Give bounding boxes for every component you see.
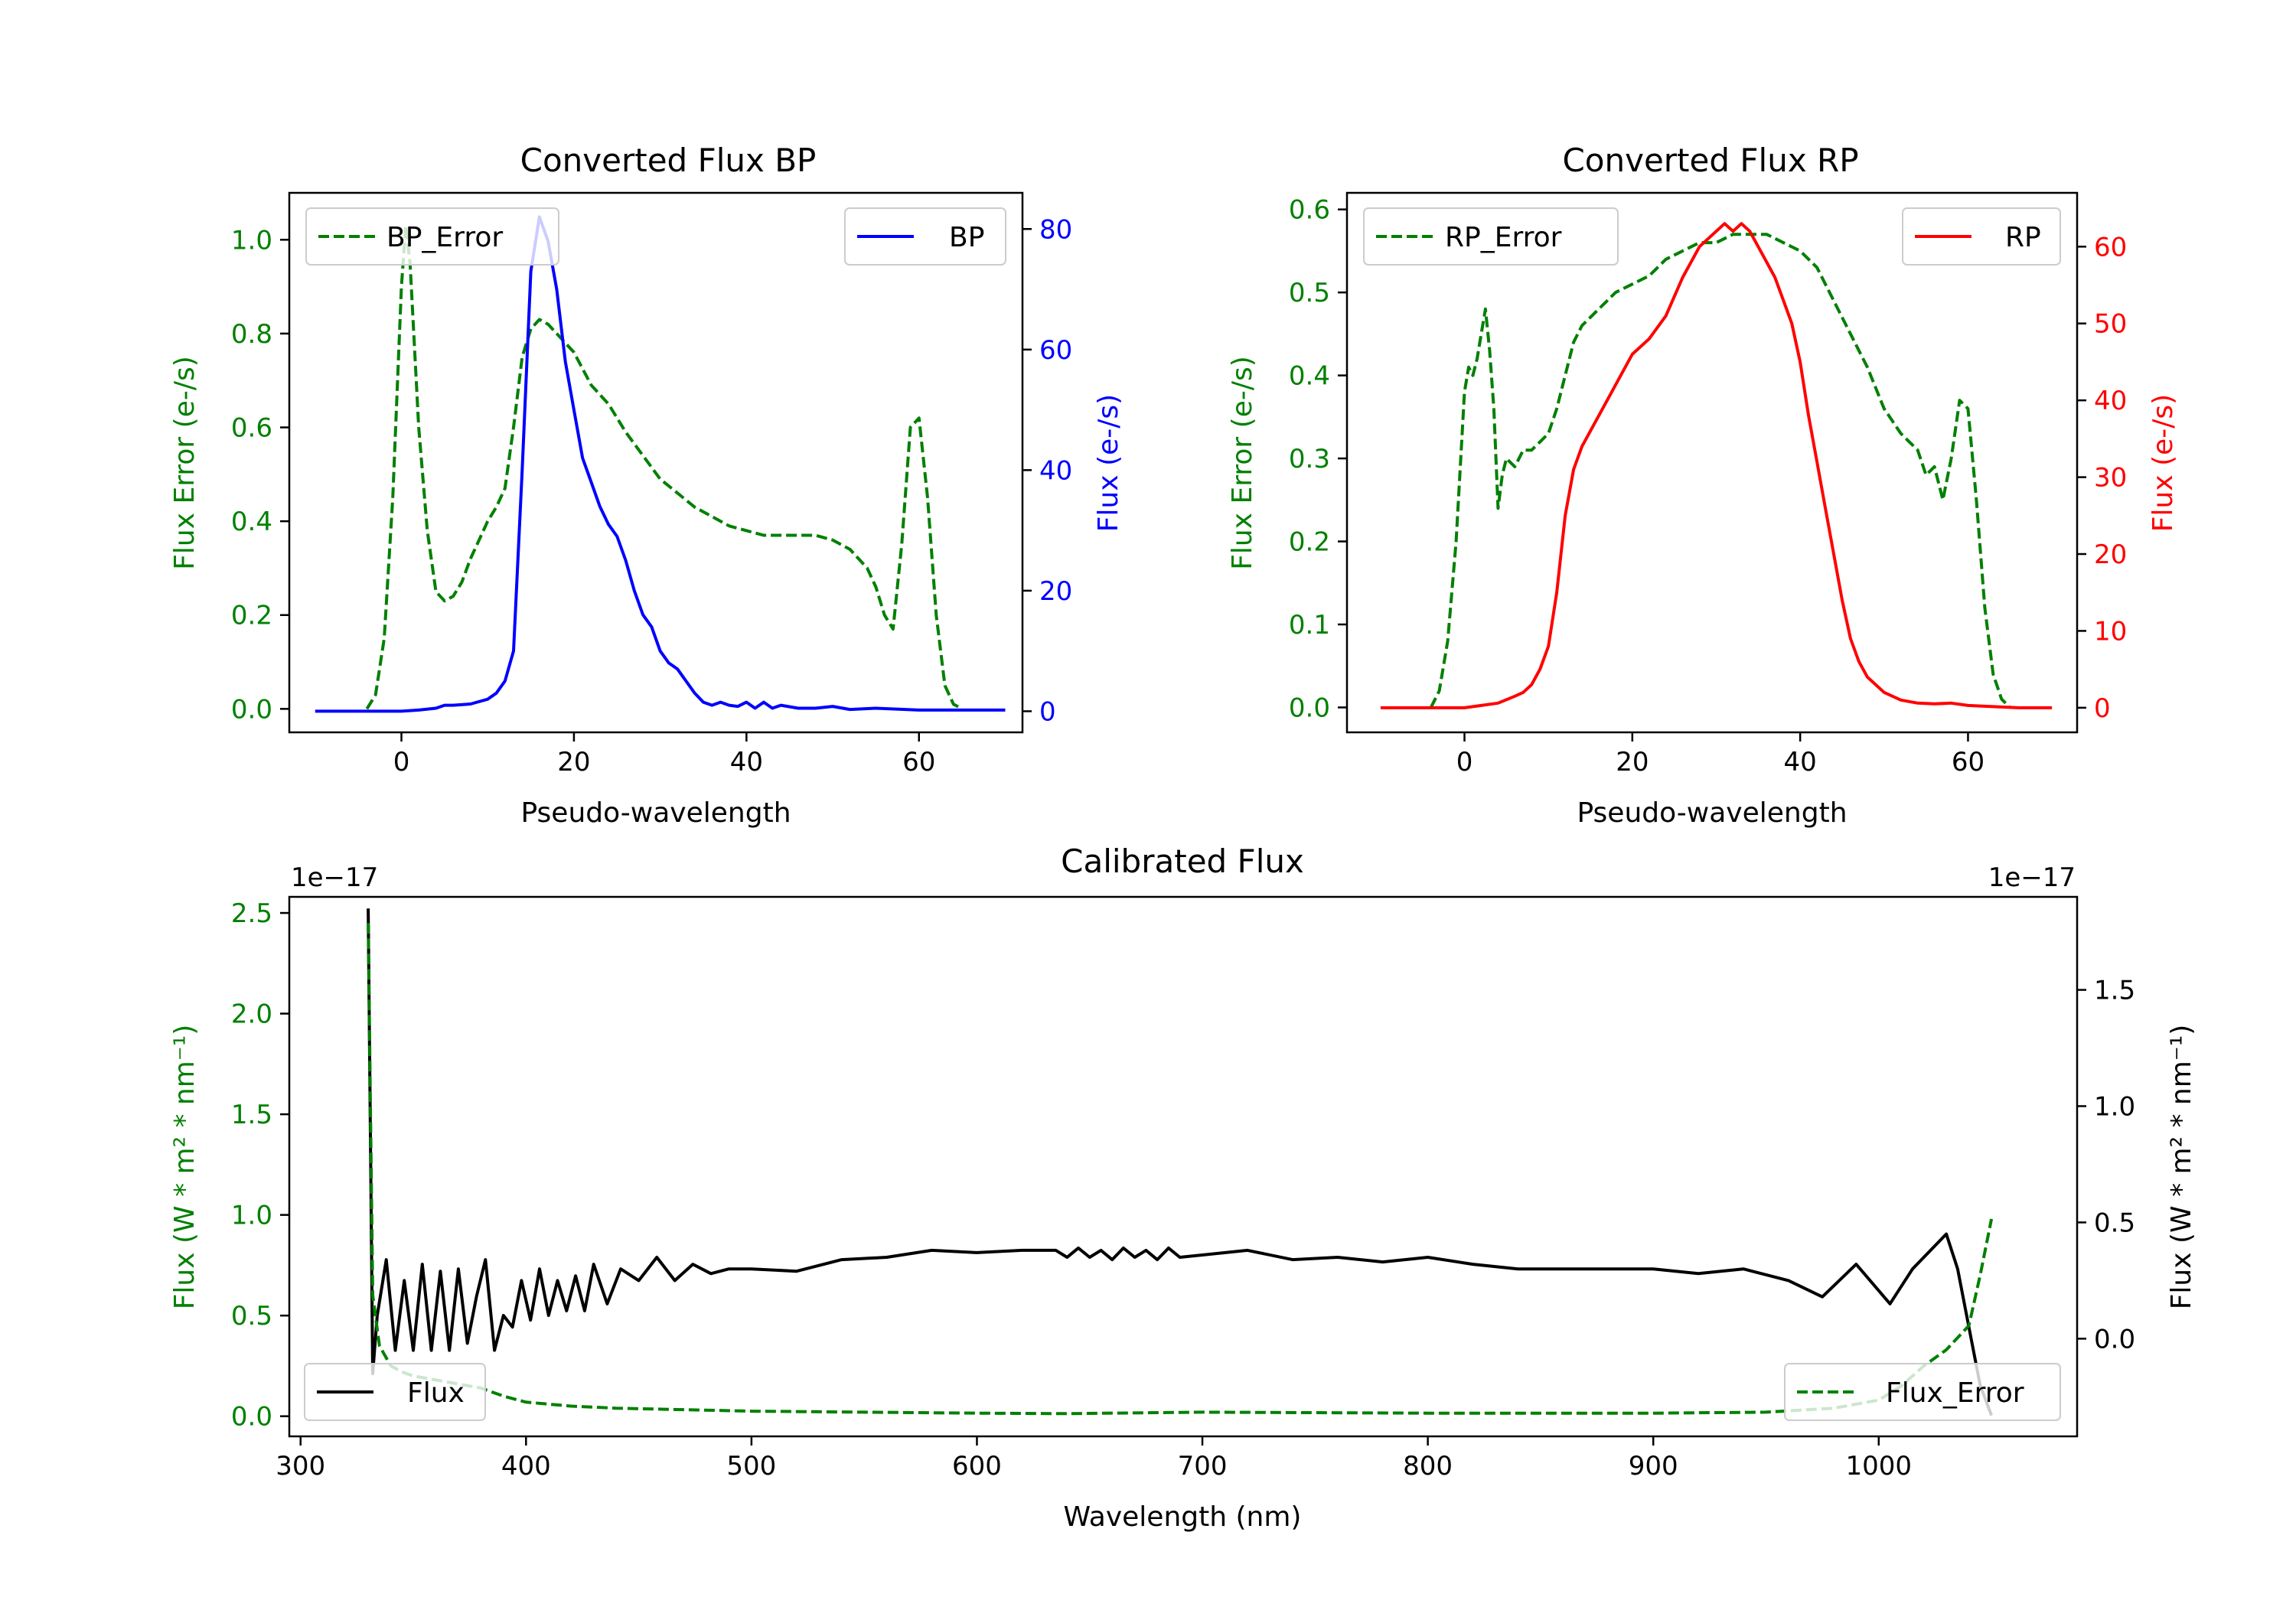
- y-tick-label-right: 80: [1039, 214, 1072, 245]
- x-tick-label: 500: [726, 1451, 776, 1482]
- series-line-rp: [1380, 222, 2053, 709]
- legend-bp: BP: [844, 207, 1006, 266]
- legend-bp-error: BP_Error: [305, 207, 559, 266]
- legend-rp: RP: [1902, 207, 2061, 266]
- y-tick-label-right: 20: [1039, 576, 1072, 607]
- y-axis-label-right: Flux (e-/s): [1093, 394, 1124, 532]
- y-tick-label-right: 50: [2094, 309, 2127, 340]
- series-line-flux: [367, 908, 1993, 1416]
- plot-frame: [1345, 191, 2079, 734]
- legend-label: RP_Error: [1445, 222, 1562, 253]
- plot-frame: [288, 895, 2079, 1438]
- chart-title: Converted Flux RP: [1562, 142, 1858, 179]
- y-tick-label-right: 1.0: [2094, 1091, 2135, 1122]
- x-tick-label: 0: [1456, 747, 1473, 777]
- x-tick-label: 20: [557, 747, 590, 777]
- y-tick-label-left: 0.0: [1289, 693, 1330, 723]
- chart-bp: Converted Flux BP 0 20 40 60 0.0 0.2 0.4 0.6 0.8…: [169, 142, 1124, 829]
- y-tick-label-right: 40: [2094, 386, 2127, 416]
- x-tick-label: 20: [1616, 747, 1649, 777]
- offset-text-right: 1e−17: [1988, 862, 2076, 893]
- legend-label: Flux_Error: [1886, 1377, 2024, 1409]
- x-axis-label: Pseudo-wavelength: [520, 797, 791, 829]
- chart-title: Converted Flux BP: [520, 142, 817, 179]
- legend-rp-error: RP_Error: [1363, 207, 1619, 266]
- y-tick-label-right: 10: [2094, 616, 2127, 647]
- x-tick-label: 300: [276, 1451, 325, 1482]
- x-tick-label: 60: [902, 747, 935, 777]
- y-tick-label-left: 0.4: [1289, 361, 1330, 392]
- series-line-flux-error: [367, 923, 1994, 1416]
- y-tick-label-left: 2.0: [231, 999, 272, 1030]
- y-tick-label-left: 0.5: [231, 1301, 272, 1332]
- x-tick-label: 700: [1178, 1451, 1228, 1482]
- x-tick-label: 600: [952, 1451, 1002, 1482]
- x-axis-label: Pseudo-wavelength: [1577, 797, 1847, 829]
- y-tick-label-right: 1.5: [2094, 976, 2135, 1006]
- y-tick-label-right: 0.5: [2094, 1208, 2135, 1238]
- y-tick-label-right: 40: [1039, 455, 1072, 486]
- y-axis-label-right: Flux (W * m² * nm⁻¹): [2166, 1025, 2197, 1310]
- y-tick-label-left: 1.0: [231, 1201, 272, 1231]
- y-tick-label-left: 2.5: [231, 898, 272, 929]
- y-tick-label-left: 0.6: [231, 413, 272, 444]
- series-line-bp: [315, 215, 1006, 713]
- y-tick-label-left: 0.2: [1289, 527, 1330, 558]
- legend-label: BP: [949, 222, 984, 253]
- plot-frame: [288, 191, 1024, 734]
- chart-rp: Converted Flux RP 0 20 40 60 0.0 0.1 0.2 0.3 0.4…: [1227, 142, 2179, 829]
- chart-calibrated: Calibrated Flux 1e−17 1e−17 300 400 500 600…: [169, 843, 2197, 1533]
- y-tick-label-left: 0.4: [231, 507, 272, 537]
- y-axis-label-left: Flux Error (e-/s): [169, 356, 201, 570]
- y-tick-label-left: 0.1: [1289, 610, 1330, 641]
- x-tick-label: 60: [1952, 747, 1985, 777]
- y-tick-label-right: 0: [1039, 696, 1056, 727]
- legend-label: Flux: [407, 1377, 465, 1409]
- x-tick-label: 900: [1629, 1451, 1678, 1482]
- y-axis-label-right: Flux (e-/s): [2148, 394, 2179, 532]
- chart-title: Calibrated Flux: [1061, 843, 1304, 880]
- y-tick-label-left: 0.8: [231, 319, 272, 350]
- series-line-rp-error: [1429, 233, 2011, 709]
- x-tick-label: 40: [730, 747, 763, 777]
- y-tick-label-left: 0.0: [231, 1402, 272, 1433]
- x-tick-label: 400: [501, 1451, 551, 1482]
- y-tick-label-left: 0.3: [1289, 444, 1330, 474]
- legend-flux-error: Flux_Error: [1784, 1363, 2061, 1421]
- y-tick-label-right: 20: [2094, 539, 2127, 570]
- y-tick-label-right: 0: [2094, 693, 2111, 724]
- series-line-bp-error: [365, 223, 964, 711]
- y-tick-label-left: 0.2: [231, 601, 272, 631]
- y-tick-label-left: 0.6: [1289, 195, 1330, 226]
- offset-text-left: 1e−17: [291, 862, 378, 893]
- legend-flux: Flux: [304, 1363, 486, 1421]
- y-tick-label-left: 0.0: [231, 694, 272, 725]
- y-tick-label-right: 60: [2094, 232, 2127, 262]
- x-tick-label: 40: [1784, 747, 1817, 777]
- y-tick-label-left: 1.0: [231, 225, 272, 256]
- x-tick-label: 1000: [1846, 1451, 1913, 1482]
- y-tick-label-left: 0.5: [1289, 278, 1330, 308]
- legend-label: BP_Error: [386, 222, 503, 253]
- legend-label: RP: [2005, 222, 2041, 253]
- x-tick-label: 0: [393, 747, 410, 777]
- x-tick-label: 800: [1403, 1451, 1453, 1482]
- y-tick-label-right: 30: [2094, 463, 2127, 494]
- y-tick-label-right: 60: [1039, 335, 1072, 366]
- y-tick-label-left: 1.5: [231, 1100, 272, 1130]
- y-tick-label-right: 0.0: [2094, 1324, 2135, 1354]
- y-axis-label-left: Flux (W * m² * nm⁻¹): [169, 1025, 201, 1310]
- y-axis-label-left: Flux Error (e-/s): [1227, 356, 1258, 570]
- x-axis-label: Wavelength (nm): [1064, 1501, 1302, 1533]
